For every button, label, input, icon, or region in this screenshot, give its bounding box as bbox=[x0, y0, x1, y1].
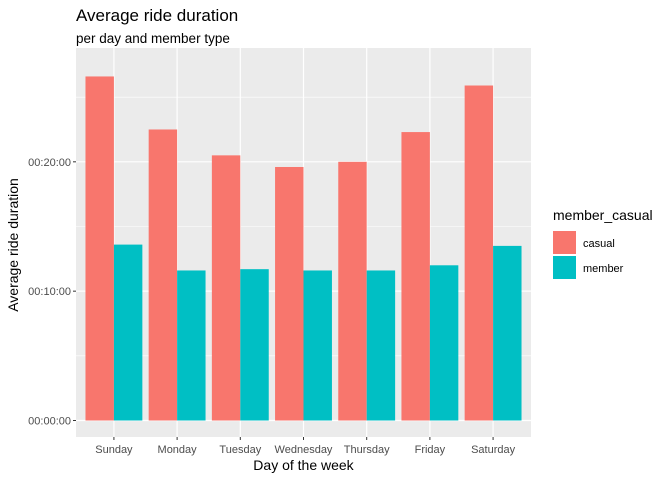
y-tick-label: 00:10:00 bbox=[28, 286, 71, 298]
bar-member-friday bbox=[429, 265, 459, 421]
bar-casual-friday bbox=[401, 132, 430, 421]
bar-casual-monday bbox=[148, 129, 178, 421]
bar-casual-thursday bbox=[338, 161, 367, 421]
x-tick-label: Saturday bbox=[471, 444, 516, 456]
legend-title: member_casual bbox=[553, 207, 653, 223]
bar-member-tuesday bbox=[240, 269, 269, 421]
x-tick-label: Friday bbox=[415, 444, 446, 456]
bar-member-monday bbox=[177, 270, 206, 421]
x-axis-title: Day of the week bbox=[253, 457, 354, 473]
x-axis-ticks: Sunday Monday Tuesday Wednesday Thursday Frid… bbox=[95, 437, 516, 456]
bar-casual-saturday bbox=[464, 85, 494, 421]
y-axis-ticks: 00:00:00 00:10:00 00:20:00 bbox=[28, 157, 76, 428]
x-tick-label: Tuesday bbox=[219, 444, 261, 456]
x-tick-label: Thursday bbox=[344, 444, 390, 456]
legend-key-member bbox=[553, 256, 576, 279]
bar-member-sunday bbox=[113, 244, 143, 421]
legend-label-member: member bbox=[583, 263, 624, 275]
bar-member-thursday bbox=[366, 270, 396, 421]
x-tick-label: Monday bbox=[158, 444, 198, 456]
chart-subtitle: per day and member type bbox=[76, 31, 230, 46]
bar-casual-tuesday bbox=[211, 155, 241, 421]
legend: member_casual casual member bbox=[553, 207, 653, 279]
bar-casual-sunday bbox=[85, 76, 114, 421]
legend-label-casual: casual bbox=[583, 238, 615, 250]
x-tick-label: Sunday bbox=[95, 444, 133, 456]
bar-member-wednesday bbox=[303, 270, 332, 421]
y-tick-label: 00:20:00 bbox=[28, 157, 71, 169]
bar-casual-wednesday bbox=[275, 166, 304, 421]
legend-key-casual bbox=[553, 231, 576, 254]
chart-title: Average ride duration bbox=[76, 6, 238, 25]
bars bbox=[85, 76, 522, 421]
bar-member-saturday bbox=[493, 245, 522, 421]
y-tick-label: 00:00:00 bbox=[28, 416, 71, 428]
y-axis-title: Average ride duration bbox=[5, 178, 21, 312]
x-tick-label: Wednesday bbox=[275, 444, 333, 456]
